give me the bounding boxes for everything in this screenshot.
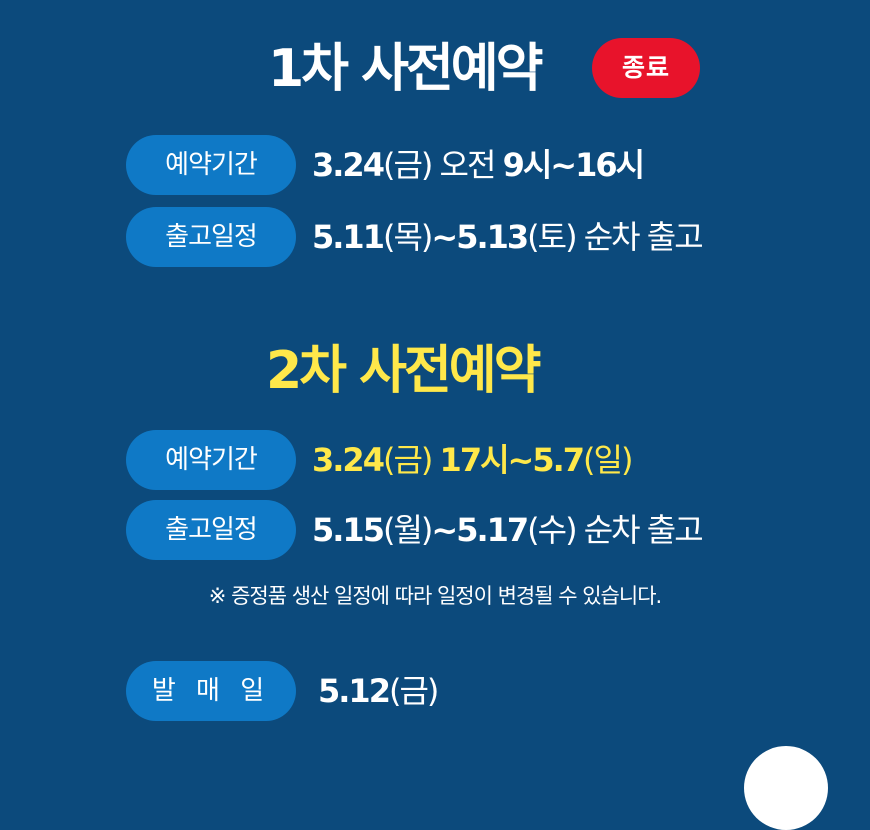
second-shipping-value: 5.15(월)~5.17(수) 순차 출고 bbox=[312, 511, 704, 549]
second-period-value: 3.24(금) 17시~5.7(일) bbox=[312, 441, 633, 479]
first-period-row: 예약기간 3.24(금) 오전 9시~16시 bbox=[126, 135, 846, 195]
first-shipping-label: 출고일정 bbox=[126, 207, 296, 267]
schedule-change-note: ※ 증정품 생산 일정에 따라 일정이 변경될 수 있습니다. bbox=[208, 584, 662, 608]
scroll-top-button[interactable] bbox=[744, 746, 828, 830]
second-period-row: 예약기간 3.24(금) 17시~5.7(일) bbox=[126, 430, 846, 490]
closed-badge: 종료 bbox=[592, 38, 700, 98]
release-date-label: 발 매 일 bbox=[126, 661, 296, 721]
first-shipping-row: 출고일정 5.11(목)~5.13(토) 순차 출고 bbox=[126, 207, 846, 267]
first-preorder-title: 1차 사전예약 bbox=[268, 39, 543, 99]
first-shipping-value: 5.11(목)~5.13(토) 순차 출고 bbox=[312, 218, 704, 256]
first-period-label: 예약기간 bbox=[126, 135, 296, 195]
second-shipping-row: 출고일정 5.15(월)~5.17(수) 순차 출고 bbox=[126, 500, 846, 560]
second-preorder-title: 2차 사전예약 bbox=[266, 341, 541, 401]
release-date-value: 5.12(금) bbox=[318, 672, 439, 710]
second-shipping-label: 출고일정 bbox=[126, 500, 296, 560]
release-date-row: 발 매 일 5.12(금) bbox=[126, 661, 846, 721]
second-period-label: 예약기간 bbox=[126, 430, 296, 490]
first-period-value: 3.24(금) 오전 9시~16시 bbox=[312, 146, 645, 184]
